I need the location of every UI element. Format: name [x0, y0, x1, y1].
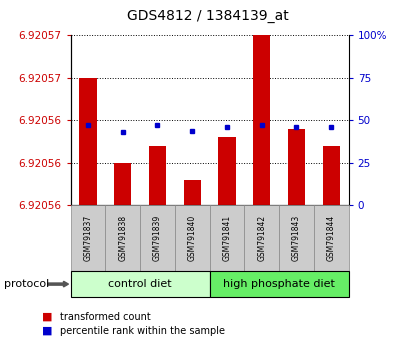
Text: GSM791842: GSM791842: [257, 215, 266, 261]
Text: GSM791839: GSM791839: [153, 215, 162, 261]
Text: GDS4812 / 1384139_at: GDS4812 / 1384139_at: [127, 9, 288, 23]
Text: ■: ■: [42, 326, 52, 336]
Bar: [183, 180, 201, 205]
Bar: [218, 137, 236, 205]
Text: GSM791843: GSM791843: [292, 215, 301, 261]
Text: high phosphate diet: high phosphate diet: [223, 279, 335, 289]
Text: GSM791838: GSM791838: [118, 215, 127, 261]
Text: GSM791844: GSM791844: [327, 215, 336, 261]
Text: control diet: control diet: [108, 279, 172, 289]
Bar: [253, 35, 271, 205]
Text: GSM791837: GSM791837: [83, 215, 93, 261]
Bar: [114, 163, 132, 205]
Bar: [322, 146, 340, 205]
Text: percentile rank within the sample: percentile rank within the sample: [60, 326, 225, 336]
Text: GSM791841: GSM791841: [222, 215, 232, 261]
Bar: [79, 78, 97, 205]
Bar: [149, 146, 166, 205]
Text: GSM791840: GSM791840: [188, 215, 197, 261]
Text: ■: ■: [42, 312, 52, 322]
Text: transformed count: transformed count: [60, 312, 151, 322]
Bar: [288, 129, 305, 205]
Text: protocol: protocol: [4, 279, 49, 289]
